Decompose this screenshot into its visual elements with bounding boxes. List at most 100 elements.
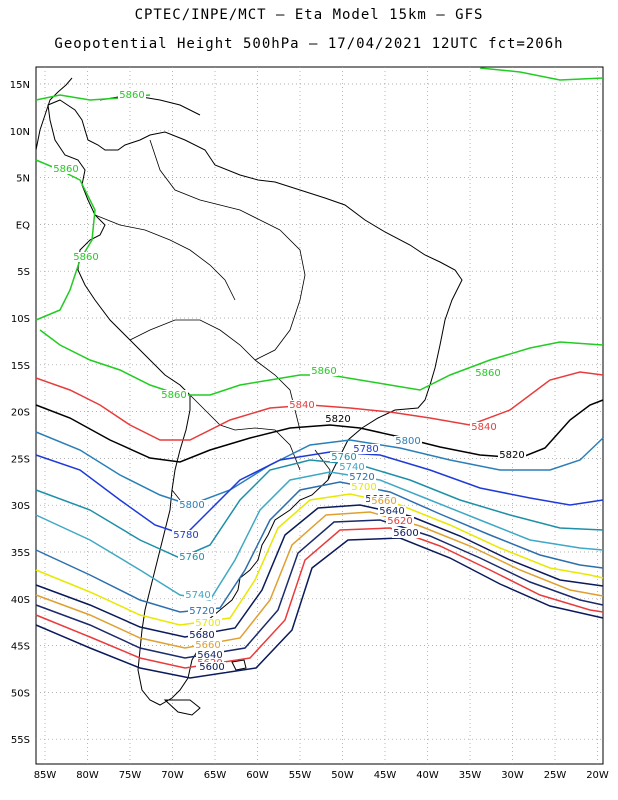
lat-tick-label: 40S xyxy=(11,595,30,606)
contour-label-5840: 5840 xyxy=(471,422,496,433)
lat-tick-label: EQ xyxy=(16,220,30,231)
lon-tick-label: 55W xyxy=(289,770,312,781)
latitude-labels: 15N 10N 5N EQ 5S 10S 15S 20S 25S 30S 35S 40S 45S 50S 5… xyxy=(10,80,30,746)
lat-tick-label: 5N xyxy=(16,174,30,185)
lon-tick-label: 20W xyxy=(586,770,609,781)
contour-label-5860: 5860 xyxy=(119,90,144,101)
contour-label-bg xyxy=(474,368,502,378)
map-frame xyxy=(35,66,604,765)
contour-line-5740 xyxy=(35,471,604,601)
contour-label-5800: 5800 xyxy=(179,500,204,511)
lat-tick-label: 50S xyxy=(11,688,30,699)
contour-label-5820: 5820 xyxy=(499,450,524,461)
contour-label-bg xyxy=(352,444,380,454)
contour-label-5740: 5740 xyxy=(185,590,210,601)
contour-label-bg xyxy=(386,516,414,526)
lat-tick-label: 15S xyxy=(11,361,30,372)
contour-label-5680: 5680 xyxy=(189,630,214,641)
contour-label-bg xyxy=(288,400,316,410)
contour-label-bg xyxy=(470,422,498,432)
lon-tick-label: 80W xyxy=(76,770,99,781)
lat-tick-label: 15N xyxy=(10,80,30,91)
contour-line-5620 xyxy=(35,527,604,669)
map-title: CPTEC/INPE/MCT – Eta Model 15km – GFS xyxy=(134,7,484,23)
contour-line-5600 xyxy=(35,537,604,679)
lon-tick-label: 40W xyxy=(416,770,439,781)
contour-label-bg xyxy=(188,606,216,616)
contour-label-5760: 5760 xyxy=(331,452,356,463)
lon-tick-label: 50W xyxy=(331,770,354,781)
lon-tick-label: 85W xyxy=(34,770,57,781)
contour-label-5860: 5860 xyxy=(73,252,98,263)
contour-label-bg xyxy=(394,436,422,446)
lon-tick-label: 35W xyxy=(459,770,482,781)
contour-line-5840 xyxy=(35,371,604,441)
lon-tick-label: 45W xyxy=(374,770,397,781)
contour-label-5660: 5660 xyxy=(195,640,220,651)
contour-label-bg xyxy=(338,462,366,472)
lat-tick-label: 25S xyxy=(11,454,30,465)
contour-line-5860 xyxy=(35,67,604,396)
lat-tick-label: 55S xyxy=(11,735,30,746)
longitude-labels: 85W 80W 75W 70W 65W 60W 55W 50W 45W 40W 35W 30W 25W 2… xyxy=(34,770,609,781)
map-subtitle: Geopotential Height 500hPa – 17/04/2021 … xyxy=(54,36,564,52)
lat-lon-grid xyxy=(36,67,603,764)
central-america-coast xyxy=(35,77,73,151)
contour-label-5720: 5720 xyxy=(349,472,374,483)
contour-label-bg xyxy=(188,630,216,640)
contour-label-5640: 5640 xyxy=(379,506,404,517)
lon-tick-label: 75W xyxy=(119,770,142,781)
contour-label-5720: 5720 xyxy=(189,606,214,617)
contour-line-5800 xyxy=(35,431,604,506)
contour-label-bg xyxy=(310,366,338,376)
lat-tick-label: 45S xyxy=(11,642,30,653)
contour-label-bg xyxy=(72,252,100,262)
contour-label-5700: 5700 xyxy=(195,618,220,629)
contour-label-bg xyxy=(350,482,378,492)
lon-tick-label: 65W xyxy=(204,770,227,781)
lon-tick-label: 60W xyxy=(246,770,269,781)
contour-label-bg xyxy=(184,590,212,600)
contour-label-bg xyxy=(172,530,200,540)
contour-line-5720 xyxy=(35,481,604,613)
lat-tick-label: 20S xyxy=(11,408,30,419)
contour-labels: 5860 5860 5860 5860 5860 5860 5840 5840 5820 5820… xyxy=(52,90,526,673)
contour-label-bg xyxy=(392,528,420,538)
contour-label-bg xyxy=(196,650,224,660)
contour-label-bg xyxy=(52,164,80,174)
lat-tick-label: 5S xyxy=(17,267,30,278)
contour-label-5740: 5740 xyxy=(339,462,364,473)
contour-label-5620: 5620 xyxy=(387,516,412,527)
contour-label-bg xyxy=(194,640,222,650)
contour-line-5680 xyxy=(35,504,604,638)
contour-label-5820: 5820 xyxy=(325,414,350,425)
contour-label-bg xyxy=(194,618,222,628)
contour-label-bg xyxy=(324,414,352,424)
contour-label-5860: 5860 xyxy=(475,368,500,379)
lat-tick-label: 30S xyxy=(11,501,30,512)
lat-tick-label: 35S xyxy=(11,548,30,559)
contour-label-bg xyxy=(160,390,188,400)
lon-tick-label: 25W xyxy=(544,770,567,781)
contour-line-5780 xyxy=(35,451,604,536)
lon-tick-label: 70W xyxy=(161,770,184,781)
country-borders xyxy=(94,139,331,511)
contour-label-bg xyxy=(178,500,206,510)
contour-label-5700: 5700 xyxy=(351,482,376,493)
contour-label-5800: 5800 xyxy=(395,436,420,447)
contour-label-bg xyxy=(378,506,406,516)
contour-line-5700 xyxy=(35,493,604,626)
contour-label-5760: 5760 xyxy=(179,552,204,563)
contour-label-bg xyxy=(198,662,226,672)
contour-label-5780: 5780 xyxy=(173,530,198,541)
contour-label-5600: 5600 xyxy=(393,528,418,539)
contour-line-5760 xyxy=(35,459,604,559)
contour-label-5640: 5640 xyxy=(197,650,222,661)
contour-label-bg xyxy=(498,450,526,460)
tierra-del-fuego xyxy=(163,699,201,716)
contour-label-bg xyxy=(118,90,146,100)
contour-label-5860: 5860 xyxy=(311,366,336,377)
contour-line-5820 xyxy=(35,399,604,463)
contour-label-bg xyxy=(330,452,358,462)
